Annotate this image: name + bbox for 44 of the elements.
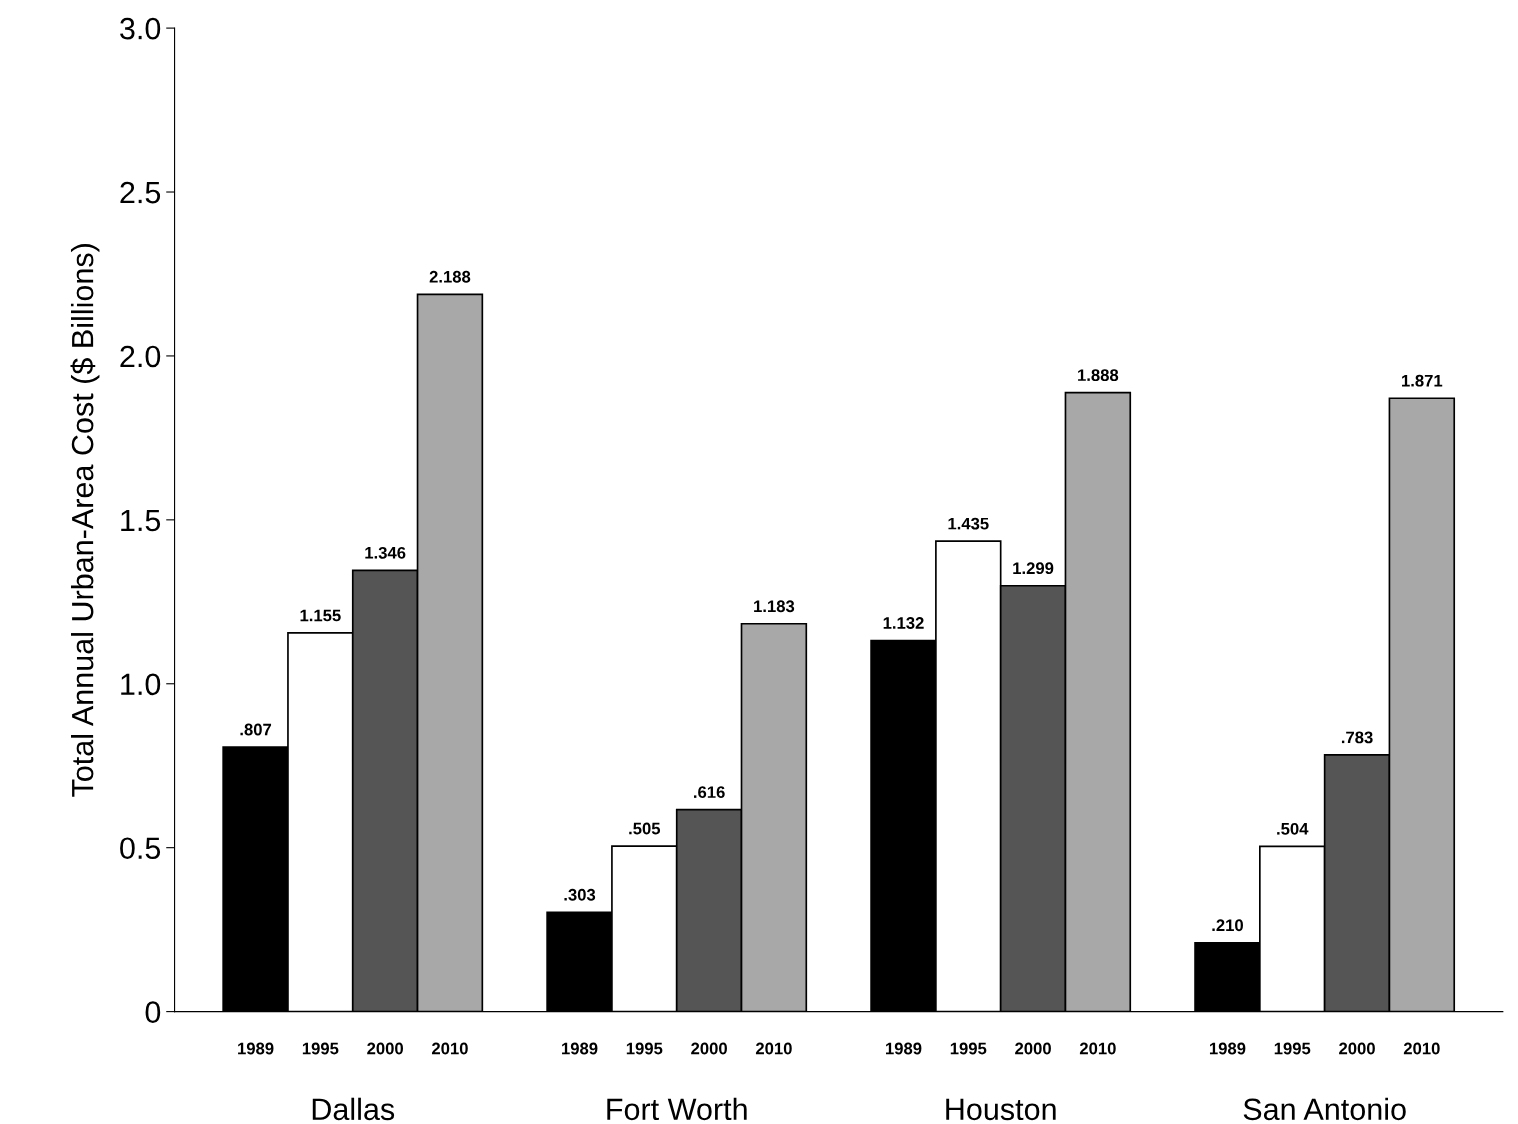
text: 1995 xyxy=(626,1042,663,1055)
data-label: .783 xyxy=(1341,731,1373,744)
x-tick-label: Fort Worth xyxy=(607,1097,747,1121)
data-label: 1.888 xyxy=(1078,369,1119,382)
text: 1989 xyxy=(1209,1042,1246,1055)
data-label: 1.871 xyxy=(1402,374,1443,387)
y-tick-label: 3.0 xyxy=(120,17,161,40)
y-tick-label: 1.5 xyxy=(121,509,161,532)
series-label: 2010 xyxy=(431,1042,468,1055)
data-label: 1.346 xyxy=(365,546,406,559)
data-label: .807 xyxy=(240,723,272,736)
data-label: .505 xyxy=(629,822,661,835)
text: 2010 xyxy=(755,1042,792,1055)
y-tick-label: 0 xyxy=(145,1001,161,1023)
data-label: .504 xyxy=(1277,822,1309,835)
data-label: .210 xyxy=(1212,919,1243,932)
text: 2010 xyxy=(1079,1042,1116,1055)
data-label: 1.132 xyxy=(883,617,924,629)
text: 1989 xyxy=(562,1042,598,1055)
text: 1989 xyxy=(886,1042,922,1055)
data-label: .616 xyxy=(694,786,725,799)
data-label: 1.299 xyxy=(1013,562,1054,575)
y-axis-title: Total Annual Urban-Area Cost ($ Billions) xyxy=(70,244,100,797)
text: 1995 xyxy=(950,1042,987,1055)
data-label: 1.435 xyxy=(948,517,989,530)
series-label: 2000 xyxy=(367,1042,403,1055)
data-label: 1.183 xyxy=(754,600,795,613)
y-tick-label: 2.5 xyxy=(120,181,161,204)
series-label: 1995 xyxy=(302,1042,339,1055)
y-tick-label: 0.5 xyxy=(120,837,161,860)
y-tick-label: 2.0 xyxy=(120,345,161,368)
text: 2000 xyxy=(1015,1042,1051,1055)
y-tick-label: 1.0 xyxy=(121,673,161,696)
text: 2000 xyxy=(691,1042,727,1055)
data-label: .303 xyxy=(564,888,596,901)
text: 2010 xyxy=(1403,1042,1440,1055)
x-tick-label: Dallas xyxy=(312,1097,395,1121)
x-tick-label: Houston xyxy=(946,1098,1056,1121)
series-label: 1989 xyxy=(238,1042,274,1055)
data-label: 2.188 xyxy=(429,270,471,283)
x-tick-label: San Antonio xyxy=(1243,1097,1406,1121)
text: 2000 xyxy=(1339,1042,1375,1055)
data-label: 1.155 xyxy=(300,609,341,622)
text: 1995 xyxy=(1274,1042,1311,1055)
